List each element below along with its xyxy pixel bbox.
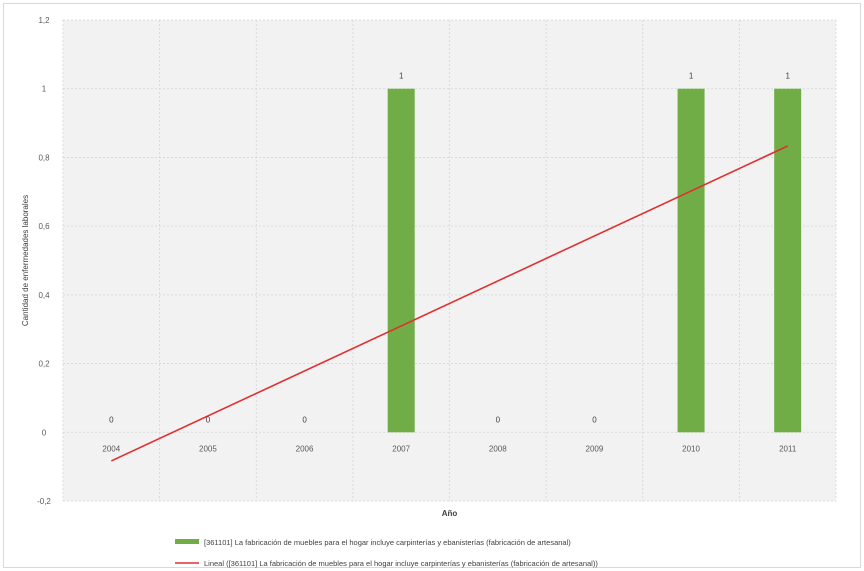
x-tick-label: 2007 (392, 444, 410, 453)
x-tick-label: 2010 (682, 444, 700, 453)
data-label: 0 (302, 415, 307, 424)
data-label: 1 (689, 72, 694, 81)
labels-layer: -0,2 0 0,2 0,4 0,6 0,8 1 1,2 0 2004 0 2005 0 2006 1 200… (37, 16, 797, 506)
data-label: 0 (496, 415, 501, 424)
y-tick-label: 1 (42, 85, 47, 94)
legend-label-bar: [361101] La fabricación de muebles para … (204, 538, 571, 547)
legend-swatch-bar (175, 539, 199, 544)
x-tick-label: 2005 (199, 444, 217, 453)
y-tick-label: 0,4 (38, 291, 50, 300)
data-label: 1 (399, 72, 404, 81)
y-tick-label: 0,8 (38, 153, 50, 162)
y-tick-label: -0,2 (37, 497, 51, 506)
data-label: 1 (785, 72, 790, 81)
y-tick-label: 0,2 (38, 360, 50, 369)
gridlines (62, 19, 837, 502)
y-tick-label: 1,2 (38, 16, 50, 25)
y-tick-label: 0,6 (38, 222, 50, 231)
y-axis-title: Cantidad de enfermedades laborales (21, 195, 30, 326)
x-axis-title: Año (442, 509, 458, 518)
data-label: 0 (206, 415, 211, 424)
legend-label-trendline: Lineal ([361101] La fabricación de muebl… (204, 559, 598, 568)
x-tick-label: 2004 (102, 444, 120, 453)
data-label: 0 (592, 415, 597, 424)
x-tick-label: 2006 (296, 444, 314, 453)
data-label: 0 (109, 415, 114, 424)
trendline (110, 145, 789, 462)
bar (774, 88, 802, 433)
bar (387, 88, 415, 433)
trendline-layer (110, 145, 789, 462)
y-tick-label: 0 (42, 428, 47, 437)
x-tick-label: 2008 (489, 444, 507, 453)
x-tick-label: 2011 (779, 444, 797, 453)
bar (677, 88, 705, 433)
x-tick-label: 2009 (586, 444, 604, 453)
legend: [361101] La fabricación de muebles para … (175, 538, 598, 568)
